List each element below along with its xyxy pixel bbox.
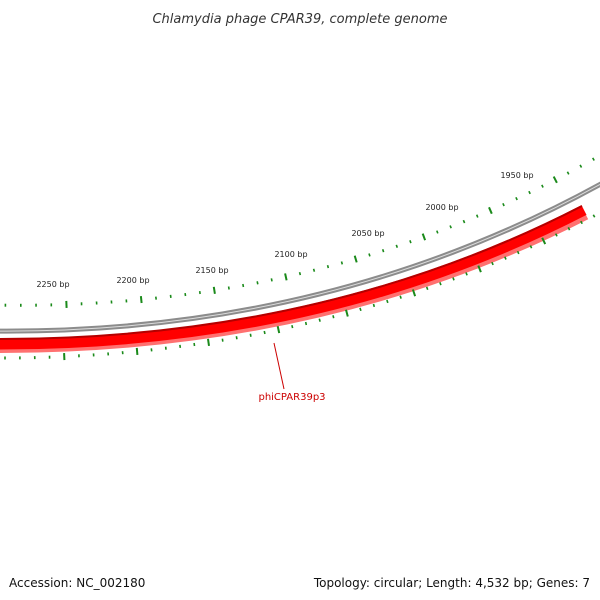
outer-major-tick [284, 273, 288, 281]
inner-major-tick [135, 347, 139, 355]
outer-major-tick [139, 295, 143, 304]
inner-minor-tick [359, 307, 362, 312]
outer-minor-tick [340, 261, 344, 265]
outer-major-tick [488, 206, 493, 215]
inner-minor-tick [465, 272, 468, 276]
inner-minor-tick [263, 330, 266, 335]
inner-minor-tick [235, 336, 238, 340]
tick-label: 2150 bp [195, 266, 228, 275]
outer-minor-tick [502, 202, 505, 207]
outer-major-tick [212, 286, 216, 294]
outer-minor-tick [326, 265, 330, 269]
inner-minor-tick [452, 277, 455, 281]
outer-minor-tick [475, 214, 479, 218]
outer-minor-tick [395, 244, 399, 248]
outer-minor-tick [566, 171, 570, 175]
outer-minor-tick [449, 225, 452, 229]
accession-label: Accession: NC_002180 [9, 576, 146, 590]
gene-label: phiCPAR39p3 [258, 392, 325, 403]
inner-major-tick [541, 237, 547, 245]
inner-major-tick [207, 338, 210, 347]
inner-minor-tick [439, 282, 442, 286]
inner-minor-tick [425, 286, 429, 291]
outer-major-tick [421, 233, 427, 241]
inner-minor-tick [554, 233, 558, 237]
outer-minor-tick [579, 164, 583, 168]
tick-ring-outer [4, 157, 595, 308]
outer-minor-tick [298, 272, 302, 276]
inner-minor-tick [318, 318, 321, 322]
inner-minor-tick [332, 315, 335, 319]
genome-backbone-highlight [0, 183, 600, 332]
tick-label: 2100 bp [274, 250, 307, 259]
tick-label: 1950 bp [500, 171, 533, 180]
inner-minor-tick [516, 250, 520, 255]
inner-major-tick [477, 265, 482, 273]
inner-minor-tick [580, 220, 583, 225]
outer-major-tick [552, 176, 558, 184]
outer-minor-tick [515, 196, 518, 201]
inner-minor-tick [529, 245, 533, 249]
tick-ring-inner [4, 214, 596, 361]
tick-label: 2200 bp [116, 276, 149, 285]
outer-minor-tick [242, 283, 245, 288]
inner-minor-tick [291, 325, 294, 329]
outer-minor-tick [368, 253, 371, 257]
outer-minor-tick [541, 184, 544, 188]
inner-minor-tick [504, 256, 507, 260]
outer-minor-tick [462, 219, 466, 224]
gene-arc-edge [0, 205, 583, 340]
tick-label: 2050 bp [351, 229, 384, 238]
inner-major-tick [411, 289, 417, 297]
outer-minor-tick [409, 240, 412, 244]
inner-minor-tick [592, 214, 596, 218]
inner-minor-tick [399, 295, 402, 299]
tick-labels: 1950 bp 2000 bp 2050 bp 2100 bp 2150 bp 2200 … [36, 171, 533, 289]
outer-minor-tick [436, 230, 439, 234]
outer-minor-tick [227, 286, 230, 290]
gene-feature[interactable] [0, 205, 589, 353]
inner-minor-tick [249, 333, 252, 337]
inner-minor-tick [372, 303, 376, 308]
outer-minor-tick [256, 281, 259, 285]
inner-minor-tick [491, 261, 494, 266]
outer-minor-tick [528, 190, 531, 195]
tick-label: 2000 bp [425, 203, 458, 212]
inner-minor-tick [304, 321, 308, 326]
gene-label-leader [273, 342, 285, 390]
inner-minor-tick [386, 299, 389, 304]
genome-summary: Topology: circular; Length: 4,532 bp; Ge… [313, 576, 590, 590]
map-title: Chlamydia phage CPAR39, complete genome [152, 12, 447, 27]
inner-major-tick [345, 309, 349, 317]
outer-minor-tick [270, 278, 273, 282]
inner-major-tick [276, 325, 281, 334]
outer-minor-tick [381, 249, 385, 253]
outer-major-tick [353, 255, 358, 263]
inner-minor-tick [567, 227, 571, 231]
gene-arc [0, 205, 587, 350]
tick-label: 2250 bp [36, 280, 69, 289]
outer-minor-tick [312, 268, 316, 272]
outer-minor-tick [592, 157, 595, 161]
